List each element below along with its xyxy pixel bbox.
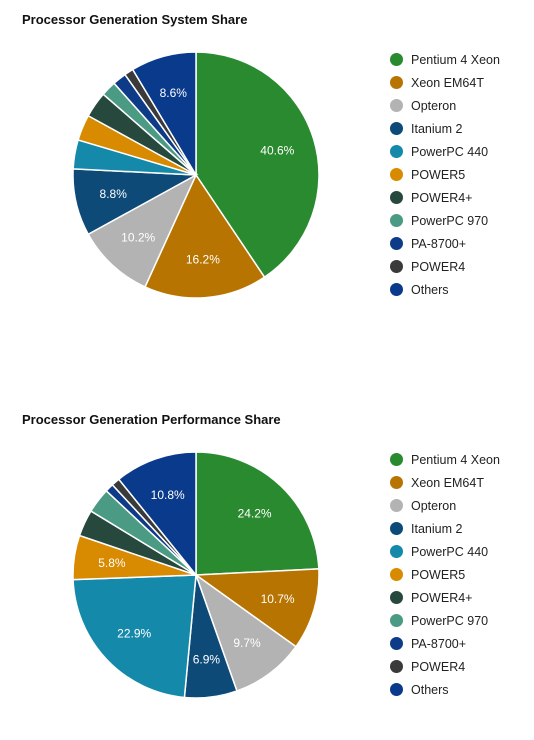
- legend-swatch: [390, 476, 403, 489]
- legend-swatch: [390, 76, 403, 89]
- legend-item-powerpc-970: PowerPC 970: [390, 209, 500, 232]
- pie-slice-opteron: [194, 573, 298, 692]
- system-share-chart: Processor Generation System Share 40.6% 1…: [0, 0, 534, 340]
- legend-swatch: [390, 499, 403, 512]
- legend-item-pa-8700: PA-8700+: [390, 632, 500, 655]
- legend-swatch: [390, 637, 403, 650]
- legend-label: Others: [411, 282, 449, 297]
- legend-item-xeon-em64t: Xeon EM64T: [390, 471, 500, 494]
- legend-item-pentium-4-xeon: Pentium 4 Xeon: [390, 48, 500, 71]
- pie-value-label: 6.9%: [193, 652, 221, 666]
- legend-item-itanium-2: Itanium 2: [390, 117, 500, 140]
- pie-slice-xeon-em64t: [144, 173, 266, 299]
- legend-swatch: [390, 614, 403, 627]
- legend-label: PowerPC 440: [411, 544, 489, 559]
- legend-label: PA-8700+: [411, 636, 467, 651]
- legend-item-power4: POWER4: [390, 255, 500, 278]
- legend-label: PowerPC 970: [411, 613, 489, 628]
- legend-label: Xeon EM64T: [411, 75, 484, 90]
- pie-value-label: 40.6%: [260, 143, 294, 157]
- pie-slice-pentium-4-xeon: [195, 451, 320, 576]
- legend-swatch: [390, 122, 403, 135]
- legend-label: Itanium 2: [411, 521, 463, 536]
- legend-swatch: [390, 453, 403, 466]
- legend-item-others: Others: [390, 678, 500, 701]
- legend-label: POWER4: [411, 659, 466, 674]
- legend-swatch: [390, 214, 403, 227]
- pie-value-label: 22.9%: [117, 626, 151, 640]
- chart-title: Processor Generation Performance Share: [22, 412, 281, 427]
- pie-slice-opteron: [87, 173, 198, 288]
- legend-label: Others: [411, 682, 449, 697]
- legend-swatch: [390, 591, 403, 604]
- legend-item-powerpc-440: PowerPC 440: [390, 540, 500, 563]
- legend-label: POWER4+: [411, 590, 473, 605]
- legend-item-opteron: Opteron: [390, 94, 500, 117]
- legend-swatch: [390, 660, 403, 673]
- legend-item-itanium-2: Itanium 2: [390, 517, 500, 540]
- legend-item-power4: POWER4: [390, 655, 500, 678]
- legend-swatch: [390, 683, 403, 696]
- legend-swatch: [390, 260, 403, 273]
- legend-item-pentium-4-xeon: Pentium 4 Xeon: [390, 448, 500, 471]
- legend-swatch: [390, 145, 403, 158]
- legend-item-powerpc-970: PowerPC 970: [390, 609, 500, 632]
- legend-swatch: [390, 283, 403, 296]
- legend-label: Opteron: [411, 498, 457, 513]
- pie-value-label: 8.8%: [100, 187, 128, 201]
- legend-label: Pentium 4 Xeon: [411, 52, 500, 67]
- legend-item-power5: POWER5: [390, 563, 500, 586]
- legend-label: PA-8700+: [411, 236, 467, 251]
- pie-slice-others: [131, 51, 197, 178]
- legend-item-pa-8700: PA-8700+: [390, 232, 500, 255]
- legend: Pentium 4 Xeon Xeon EM64T Opteron Itanium 2…: [390, 48, 500, 301]
- performance-share-chart: Processor Generation Performance Share 2…: [0, 400, 534, 740]
- legend-swatch: [390, 522, 403, 535]
- legend-label: Xeon EM64T: [411, 475, 484, 490]
- legend-swatch: [390, 191, 403, 204]
- pie-value-label: 16.2%: [186, 253, 220, 267]
- legend-swatch: [390, 545, 403, 558]
- legend-swatch: [390, 168, 403, 181]
- legend-label: PowerPC 970: [411, 213, 489, 228]
- pie-value-label: 5.8%: [98, 556, 126, 570]
- chart-title: Processor Generation System Share: [22, 12, 248, 27]
- legend-label: POWER5: [411, 167, 466, 182]
- pie-slice-xeon-em64t: [193, 568, 320, 648]
- legend-item-power4: POWER4+: [390, 586, 500, 609]
- legend-swatch: [390, 53, 403, 66]
- pie-value-label: 10.2%: [121, 230, 155, 244]
- legend-item-others: Others: [390, 278, 500, 301]
- legend-label: Itanium 2: [411, 121, 463, 136]
- legend: Pentium 4 Xeon Xeon EM64T Opteron Itanium 2…: [390, 448, 500, 701]
- pie-value-label: 8.6%: [160, 86, 188, 100]
- pie-slice-pentium-4-xeon: [195, 51, 320, 279]
- pie-value-label: 24.2%: [238, 506, 272, 520]
- legend-item-power5: POWER5: [390, 163, 500, 186]
- legend-label: PowerPC 440: [411, 144, 489, 159]
- legend-swatch: [390, 237, 403, 250]
- pie-chart: 40.6% 16.2% 10.2% 8.8% 8.6%: [72, 51, 320, 299]
- pie-slice-powerpc-440: [72, 574, 197, 699]
- pie-value-label: 10.7%: [261, 592, 295, 606]
- pie-value-label: 10.8%: [151, 488, 185, 502]
- legend-label: POWER4+: [411, 190, 473, 205]
- legend-swatch: [390, 568, 403, 581]
- pie-slice-others: [117, 451, 197, 578]
- pie-chart: 24.2% 10.7% 9.7% 6.9% 22.9% 5.8% 10.8%: [72, 451, 320, 699]
- legend-item-opteron: Opteron: [390, 494, 500, 517]
- legend-swatch: [390, 99, 403, 112]
- pie-value-label: 9.7%: [233, 636, 261, 650]
- legend-item-powerpc-440: PowerPC 440: [390, 140, 500, 163]
- legend-label: Opteron: [411, 98, 457, 113]
- legend-item-power4: POWER4+: [390, 186, 500, 209]
- legend-item-xeon-em64t: Xeon EM64T: [390, 71, 500, 94]
- legend-label: POWER4: [411, 259, 466, 274]
- legend-label: Pentium 4 Xeon: [411, 452, 500, 467]
- legend-label: POWER5: [411, 567, 466, 582]
